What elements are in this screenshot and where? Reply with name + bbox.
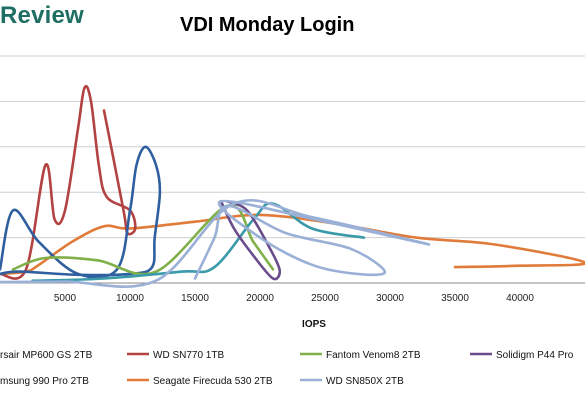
legend-item: Seagate Firecuda 530 2TB — [127, 376, 273, 387]
gridlines — [0, 55, 585, 284]
legend-label: Solidigm P44 Pro — [496, 350, 574, 361]
x-tick-label: 10000 — [116, 293, 144, 304]
x-axis: 5000 10000 15000 20000 25000 30000 35000 40000 — [54, 293, 534, 304]
legend-item: WD SN850X 2TB — [300, 376, 404, 387]
legend: rsair MP600 GS 2TB WD SN770 1TB Fantom Ven… — [0, 350, 574, 387]
x-tick-label: 30000 — [376, 293, 404, 304]
x-tick-label: 25000 — [311, 293, 339, 304]
x-tick-label: 5000 — [54, 293, 77, 304]
series-line-wd-sn850x-2tb — [0, 198, 431, 288]
legend-item: msung 990 Pro 2TB — [0, 376, 89, 387]
x-tick-label: 15000 — [181, 293, 209, 304]
x-tick-label: 20000 — [246, 293, 274, 304]
series-line-seagate-firecuda-530-2tb — [0, 213, 585, 276]
legend-label: rsair MP600 GS 2TB — [0, 350, 93, 361]
series-line-fantom-venom8-2tb — [11, 204, 275, 276]
legend-label: msung 990 Pro 2TB — [0, 376, 89, 387]
legend-item: Fantom Venom8 2TB — [300, 350, 421, 361]
series-line-corsair-mp600-gs-2tb — [0, 145, 162, 279]
legend-item: Solidigm P44 Pro — [470, 350, 574, 361]
series-lines — [0, 84, 585, 288]
legend-label: WD SN770 1TB — [153, 350, 224, 361]
series-line-wd-sn770-1tb — [0, 84, 137, 280]
chart-title: VDI Monday Login — [180, 14, 355, 36]
series-line-samsung-990-pro-2tb — [31, 202, 366, 282]
legend-label: Fantom Venom8 2TB — [326, 350, 421, 361]
x-tick-label: 35000 — [441, 293, 469, 304]
brand-logo: Review — [0, 2, 84, 29]
legend-item: WD SN770 1TB — [127, 350, 224, 361]
legend-item: rsair MP600 GS 2TB — [0, 350, 93, 361]
legend-label: WD SN850X 2TB — [326, 376, 404, 387]
legend-label: Seagate Firecuda 530 2TB — [153, 376, 273, 387]
x-axis-label: IOPS — [302, 319, 326, 330]
x-tick-label: 40000 — [506, 293, 534, 304]
